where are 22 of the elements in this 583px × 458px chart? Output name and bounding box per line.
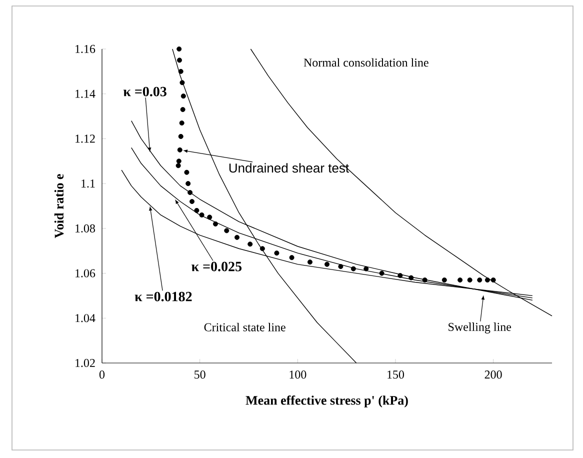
y-tick-label: 1.14 (76, 90, 96, 98)
text: Normal consolidation line (304, 58, 428, 67)
y-tick-label: 1.16 (76, 44, 96, 54)
y-tick-label: 1.04 (76, 314, 96, 322)
x-tick-label: 150 (388, 370, 404, 379)
x-tick-label: 50 (194, 370, 206, 379)
annotation: Swelling line (448, 322, 512, 334)
annotation: κ =0.0182 (134, 292, 192, 302)
text: Undrained shear test (229, 163, 349, 173)
annotation: κ =0.03 (123, 86, 166, 96)
x-tick-label: 100 (290, 370, 306, 379)
y-axis-title: Void ratio e (54, 174, 64, 238)
x-axis-title: Mean effective stress p' (kPa) (246, 395, 408, 408)
y-tick-label: 1.02 (76, 358, 95, 368)
y-tick-label: 1.08 (76, 224, 96, 233)
y-tick-label: 1.06 (76, 269, 96, 278)
text: Critical state line (204, 322, 286, 332)
x-tick-label: 0 (99, 370, 105, 379)
x-tick-label: 200 (484, 370, 502, 379)
annotation: κ =0.025 (192, 262, 242, 272)
y-tick-label: 1.12 (76, 134, 95, 143)
y-tick-label: 1.1 (82, 180, 95, 188)
